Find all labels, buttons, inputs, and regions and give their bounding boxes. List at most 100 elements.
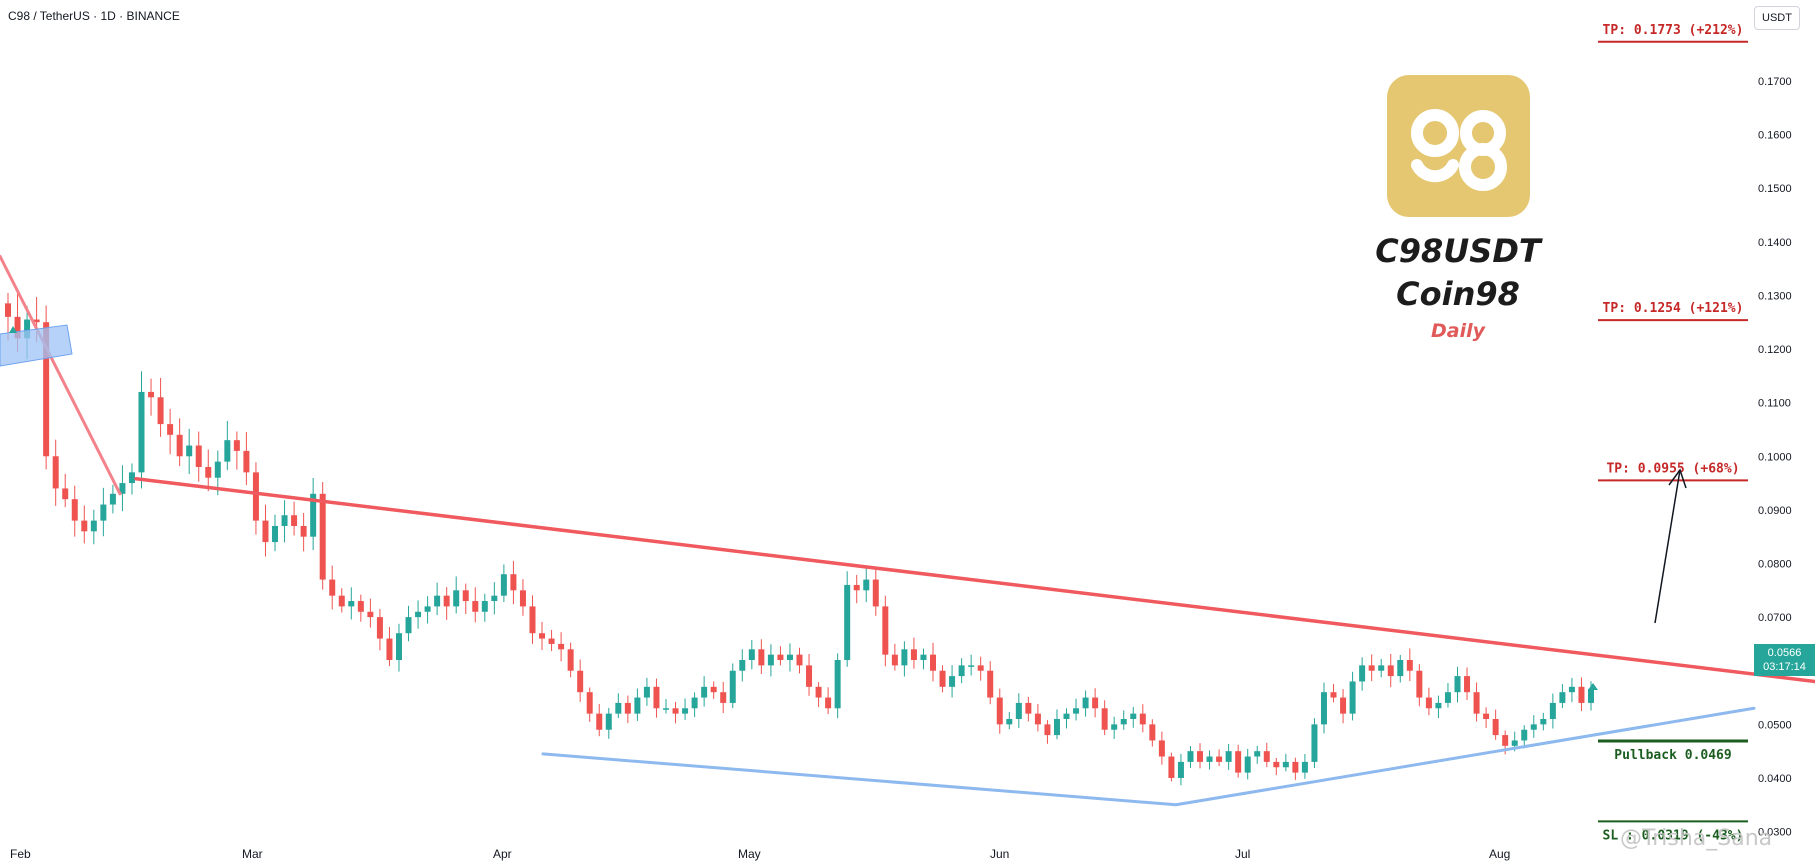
candle-body (1149, 724, 1156, 741)
price-tick-label: 0.1600 (1758, 130, 1792, 142)
candle-body (777, 654, 784, 661)
candle-body (291, 515, 298, 526)
candle-body (577, 670, 584, 693)
author-watermark: @Trisha_Sana (1620, 826, 1773, 851)
candle-body (491, 595, 498, 602)
candle-body (1101, 708, 1108, 730)
candle-body (996, 697, 1003, 725)
candle-body (224, 440, 231, 462)
time-tick-label: Mar (242, 847, 263, 861)
candle-body (529, 606, 536, 634)
candle-body (539, 633, 546, 639)
candle-body (586, 692, 593, 714)
candle-body (71, 499, 78, 521)
candle-body (987, 670, 994, 698)
candle-body (691, 697, 698, 709)
candle-body (548, 638, 555, 644)
candle-body (1330, 692, 1337, 698)
candle-body (1282, 761, 1289, 768)
bar-countdown: 03:17:14 (1763, 661, 1806, 673)
candle-body (1311, 724, 1318, 762)
candle-body (176, 434, 183, 457)
signal-marker-icon (1588, 683, 1598, 690)
price-tick-label: 0.1500 (1758, 183, 1792, 195)
candle-body (500, 574, 507, 596)
candle-body (1273, 761, 1280, 768)
candle-body (319, 493, 326, 580)
candle-body (1483, 713, 1490, 719)
candle-body (62, 488, 69, 500)
candle-body (853, 584, 860, 591)
candle-body (1130, 713, 1137, 719)
candle-body (1139, 713, 1146, 725)
candle-body (720, 692, 727, 703)
candle-body (415, 611, 422, 618)
candle-body (205, 466, 212, 478)
candle-body (367, 611, 374, 618)
candle-body (357, 601, 364, 612)
candle-body (386, 638, 393, 661)
candle-body (1263, 751, 1270, 762)
candle-body (1588, 688, 1594, 703)
candle-body (643, 686, 650, 698)
candle-body (52, 456, 59, 489)
candle-body (1340, 697, 1347, 714)
candle-body (1492, 718, 1499, 736)
candle-body (119, 483, 126, 494)
candle-body (1168, 756, 1175, 778)
time-tick-label: May (738, 847, 761, 861)
currency-unit-button[interactable]: USDT (1754, 6, 1800, 30)
candle-body (1025, 702, 1032, 714)
candle-body (806, 665, 813, 687)
candle-body (186, 445, 193, 457)
candle-body (701, 686, 708, 698)
candle-body (567, 649, 574, 671)
time-tick-label: Jun (990, 847, 1009, 861)
candle-body (1187, 751, 1194, 762)
time-tick-label: Aug (1489, 847, 1510, 861)
time-tick-label: Apr (493, 847, 512, 861)
candle-body (1425, 697, 1432, 709)
candle-body (920, 654, 927, 661)
candle-body (24, 319, 31, 339)
candle-body (90, 520, 97, 532)
candle-body (376, 617, 383, 639)
price-tick-label: 0.1700 (1758, 76, 1792, 88)
candle-body (1549, 702, 1556, 719)
candle-body (1397, 660, 1404, 677)
candle-body (338, 595, 345, 607)
candle-body (1292, 761, 1299, 773)
candle-body (1444, 692, 1451, 703)
time-tick-label: Jul (1235, 847, 1250, 861)
current-price: 0.0566 (1767, 647, 1802, 659)
price-tick-label: 0.1200 (1758, 344, 1792, 356)
candle-body (767, 654, 774, 666)
candle-body (1578, 686, 1585, 703)
candle-body (262, 520, 269, 543)
candle-body (453, 590, 460, 607)
candle-body (949, 676, 956, 687)
candle-body (1120, 718, 1127, 725)
candle-body (1435, 702, 1442, 709)
level-label: SL : 0.0319 (-43%) (1603, 828, 1744, 843)
candle-body (796, 654, 803, 666)
level-label: Pullback 0.0469 (1614, 748, 1731, 763)
price-tick-label: 0.0900 (1758, 505, 1792, 517)
candle-body (462, 590, 469, 602)
price-axis: 0.03000.04000.05000.06000.07000.08000.09… (1758, 76, 1792, 839)
candle-body (863, 579, 870, 591)
asset-ticker: C98USDT (1375, 232, 1541, 270)
candle-body (1034, 713, 1041, 725)
level-label: TP: 0.1773 (+212%) (1603, 23, 1744, 38)
candle-body (1111, 724, 1118, 730)
candle-body (901, 649, 908, 666)
coin98-logo (1387, 75, 1530, 217)
candle-body (834, 660, 841, 709)
price-tick-label: 0.1100 (1758, 398, 1791, 410)
candle-body (1254, 751, 1261, 757)
candle-body (1320, 692, 1327, 725)
trendline-rising-support (1174, 706, 1756, 807)
candle-body (1053, 718, 1060, 736)
candle-body (472, 601, 479, 612)
